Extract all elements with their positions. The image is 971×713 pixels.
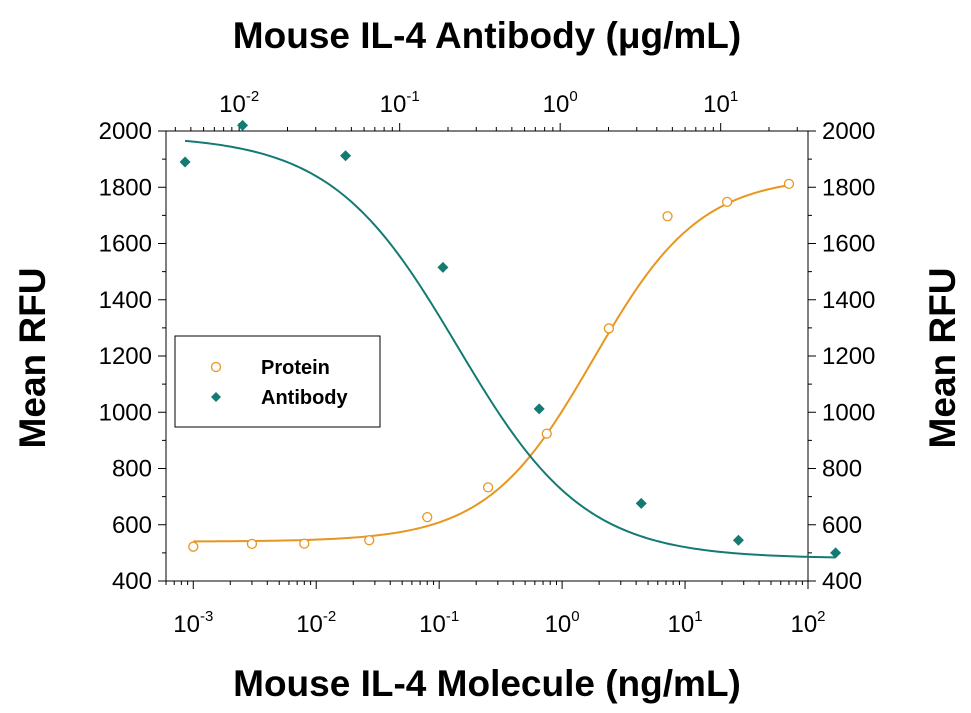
y-tick-label-left: 1400 bbox=[99, 287, 152, 314]
data-point-protein bbox=[364, 535, 375, 546]
x-tick-label-exp: 0 bbox=[571, 608, 579, 625]
y-tick-label-right: 1200 bbox=[822, 343, 875, 370]
y-tick-label-left: 800 bbox=[112, 456, 152, 483]
x-tick-label-exp: 2 bbox=[817, 608, 825, 625]
x2-tick-label-exp: -1 bbox=[406, 88, 419, 105]
y-tick-label-right: 1800 bbox=[822, 174, 875, 201]
x-tick-label-base: 10 bbox=[545, 611, 572, 638]
y-tick-label-right: 1000 bbox=[822, 399, 875, 426]
x-tick-label-base: 10 bbox=[790, 611, 817, 638]
y-tick-label-right: 600 bbox=[822, 512, 862, 539]
x2-tick-label-base: 10 bbox=[543, 91, 570, 118]
data-point-antibody bbox=[533, 403, 545, 415]
bottom-axis-title: Mouse IL-4 Molecule (ng/mL) bbox=[233, 663, 741, 704]
x2-tick-label: 100 bbox=[543, 88, 578, 118]
y-tick-label-right: 1600 bbox=[822, 231, 875, 258]
data-point-antibody bbox=[237, 119, 249, 131]
y-tick-label-left: 1800 bbox=[99, 174, 152, 201]
y-tick-label-left: 600 bbox=[112, 512, 152, 539]
y-tick-label-right: 1400 bbox=[822, 287, 875, 314]
data-point-protein bbox=[541, 428, 552, 439]
y-tick-label-left: 1200 bbox=[99, 343, 152, 370]
data-point-antibody bbox=[179, 156, 191, 168]
legend-marker-protein bbox=[210, 361, 222, 373]
x-tick-label-exp: -3 bbox=[200, 608, 213, 625]
x-tick-label: 10-1 bbox=[419, 608, 459, 638]
data-point-protein bbox=[299, 538, 310, 549]
data-point-protein bbox=[422, 512, 433, 523]
x2-tick-label-base: 10 bbox=[703, 91, 730, 118]
y-tick-label-left: 1600 bbox=[99, 231, 152, 258]
x-tick-label: 102 bbox=[790, 608, 825, 638]
points-layer bbox=[179, 119, 842, 559]
legend-label-antibody: Antibody bbox=[261, 387, 349, 409]
legend-label-protein: Protein bbox=[261, 357, 330, 379]
x2-tick-label-exp: 0 bbox=[569, 88, 577, 105]
data-point-antibody bbox=[340, 150, 352, 162]
x-tick-label-base: 10 bbox=[173, 611, 200, 638]
data-point-protein bbox=[603, 323, 615, 334]
y-tick-label-left: 1000 bbox=[99, 399, 152, 426]
legend-box bbox=[174, 335, 381, 428]
data-point-protein bbox=[246, 538, 258, 550]
legend-marker-antibody bbox=[211, 392, 221, 402]
x-tick-label-base: 10 bbox=[296, 611, 323, 638]
x-tick-label-exp: -1 bbox=[446, 608, 459, 625]
x-tick-label: 100 bbox=[545, 608, 580, 638]
y-tick-label-right: 800 bbox=[822, 456, 862, 483]
top-axis-title: Mouse IL-4 Antibody (μg/mL) bbox=[233, 15, 741, 56]
x2-tick-label: 101 bbox=[703, 88, 738, 118]
x-tick-label: 10-3 bbox=[173, 608, 213, 638]
x2-tick-label: 10-2 bbox=[219, 88, 259, 118]
x-tick-label-exp: 1 bbox=[694, 608, 702, 625]
data-point-protein bbox=[783, 178, 795, 190]
x-tick-label: 10-2 bbox=[296, 608, 336, 638]
curves-layer bbox=[184, 139, 836, 559]
right-axis-title: Mean RFU bbox=[922, 268, 963, 449]
fit-curve-protein bbox=[193, 184, 790, 543]
x2-tick-label-exp: -2 bbox=[246, 88, 259, 105]
data-point-protein bbox=[188, 541, 199, 552]
x-tick-label: 101 bbox=[668, 608, 703, 638]
x2-tick-label-base: 10 bbox=[380, 91, 407, 118]
data-point-protein bbox=[482, 482, 494, 493]
x-tick-label-exp: -2 bbox=[323, 608, 336, 625]
y-tick-label-right: 400 bbox=[822, 568, 862, 595]
x-tick-label-base: 10 bbox=[668, 611, 695, 638]
x2-tick-label-exp: 1 bbox=[730, 88, 738, 105]
left-axis-title: Mean RFU bbox=[12, 268, 53, 449]
x2-tick-label-base: 10 bbox=[219, 91, 246, 118]
y-tick-label-right: 2000 bbox=[822, 118, 875, 145]
fit-curve-antibody bbox=[184, 139, 836, 559]
legend: Protein Antibody bbox=[174, 335, 381, 428]
x-tick-label-base: 10 bbox=[419, 611, 446, 638]
data-point-antibody bbox=[830, 547, 842, 559]
data-point-protein bbox=[722, 196, 733, 208]
y-tick-label-left: 400 bbox=[112, 568, 152, 595]
data-point-antibody bbox=[635, 497, 647, 509]
data-point-protein bbox=[662, 211, 673, 222]
y-tick-label-left: 2000 bbox=[99, 118, 152, 145]
x2-tick-label: 10-1 bbox=[380, 88, 420, 118]
data-point-antibody bbox=[732, 534, 744, 546]
data-point-antibody bbox=[437, 261, 449, 273]
